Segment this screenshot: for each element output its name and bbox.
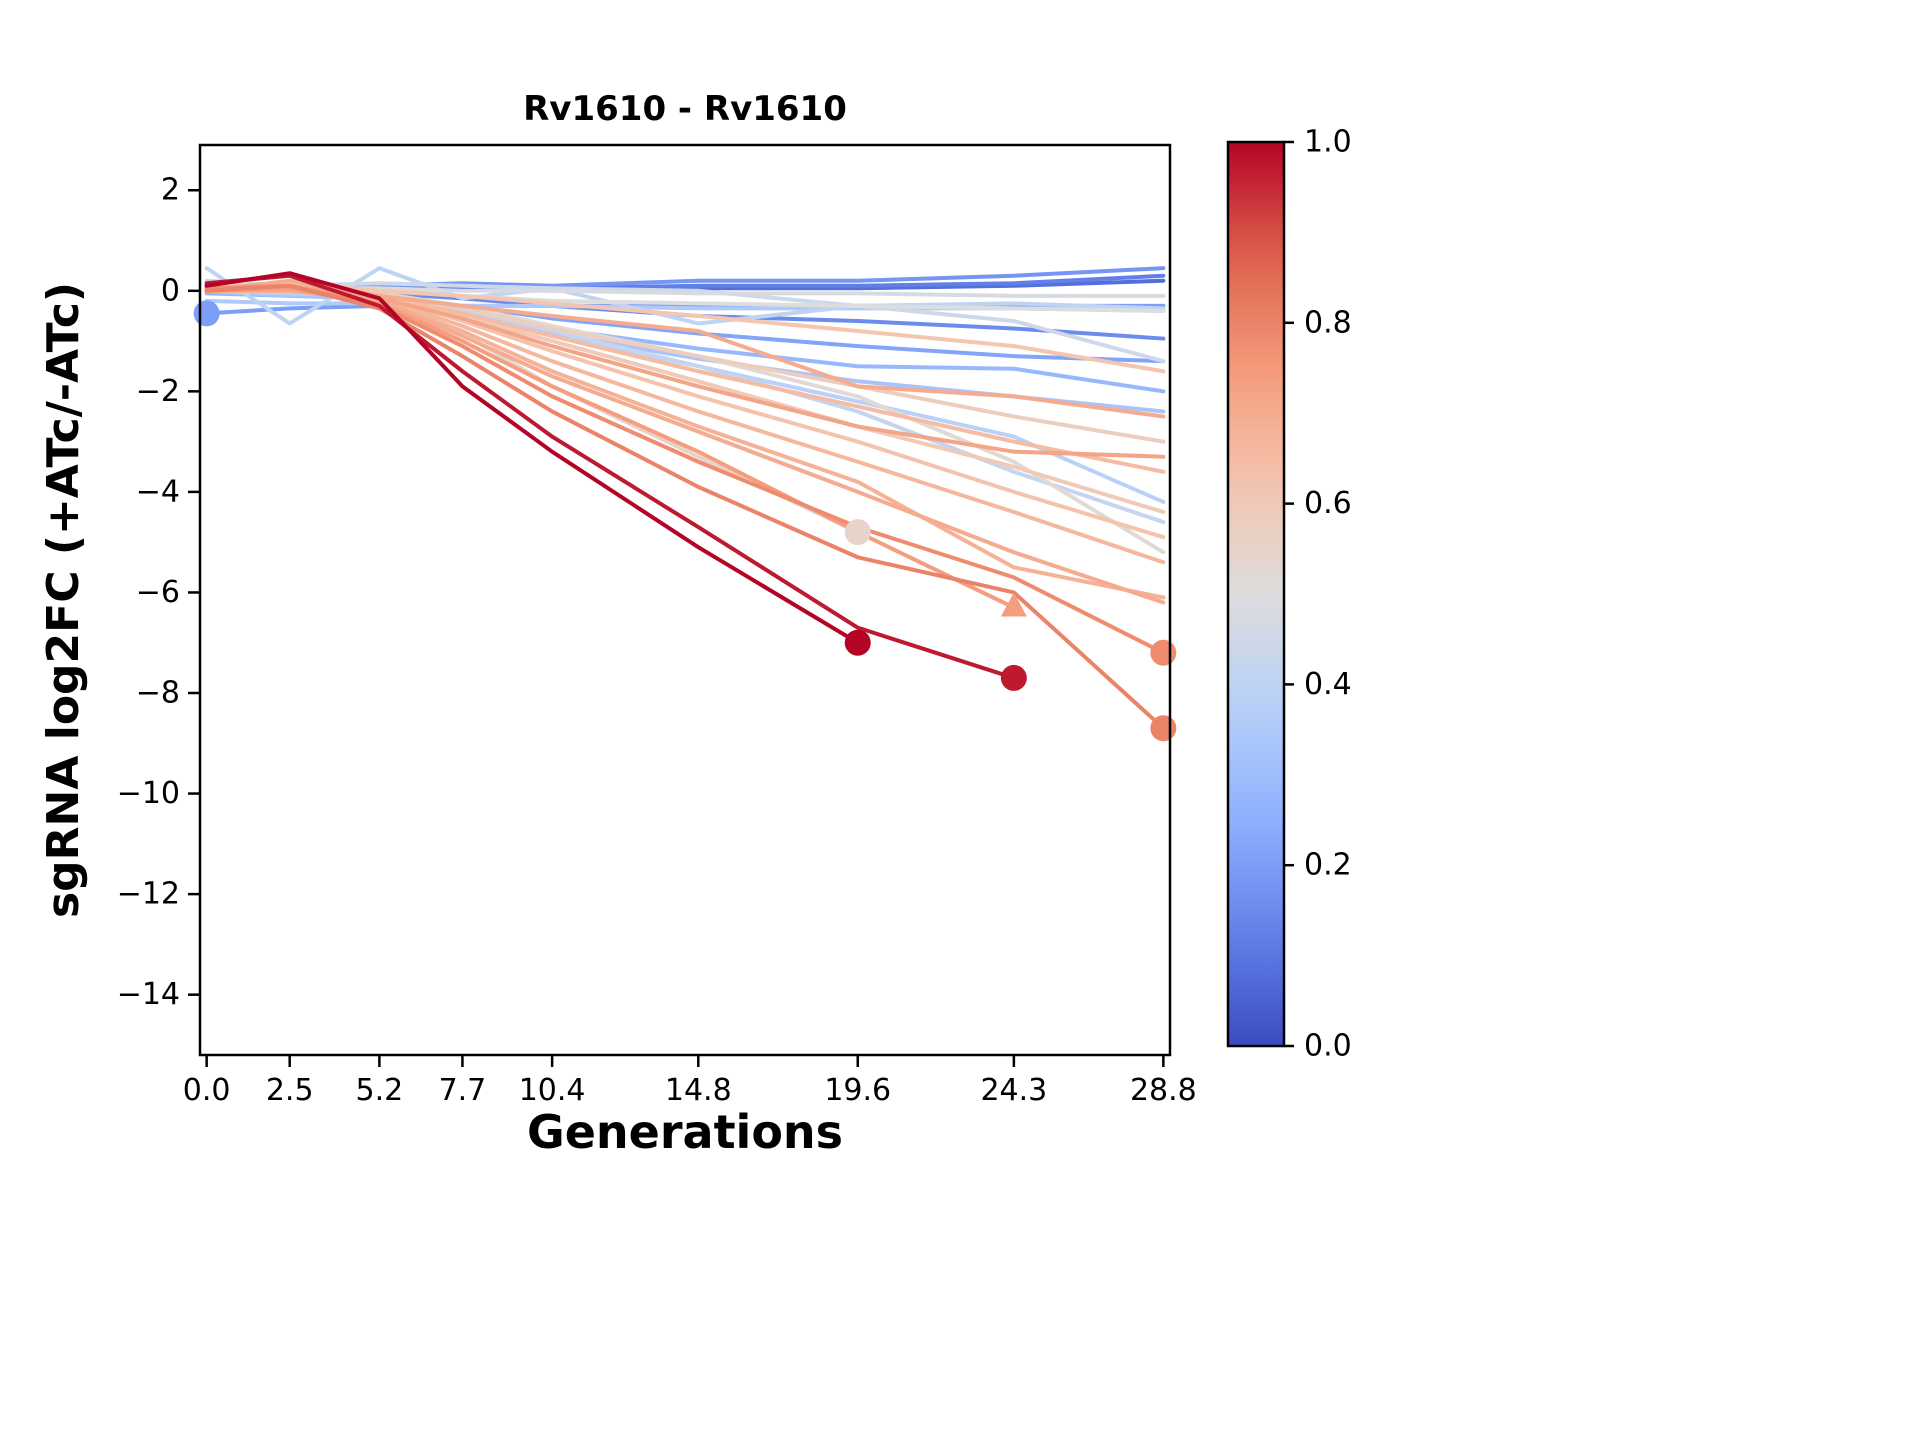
series-line bbox=[204, 273, 1016, 680]
y-tick-label: −4 bbox=[136, 474, 180, 509]
colorbar-tick-label: 0.4 bbox=[1304, 667, 1352, 702]
series-line bbox=[204, 283, 1166, 731]
y-tick-label: −12 bbox=[117, 877, 180, 912]
colorbar-tick-label: 0.0 bbox=[1304, 1029, 1352, 1064]
series-end-marker bbox=[1150, 715, 1177, 742]
colorbar-tick-label: 0.8 bbox=[1304, 305, 1352, 340]
x-tick-label: 7.7 bbox=[439, 1073, 487, 1108]
y-tick-label: −10 bbox=[117, 776, 180, 811]
x-tick-label: 2.5 bbox=[266, 1073, 314, 1108]
y-axis-ticks: 2 0 −2 −4 −6 −8 −10 −12 −14 bbox=[117, 173, 200, 1012]
series-end-marker bbox=[1150, 639, 1177, 666]
x-tick-label: 19.6 bbox=[824, 1073, 891, 1108]
y-tick-label: 2 bbox=[161, 173, 180, 208]
series-line bbox=[204, 271, 860, 645]
series-end-marker bbox=[1000, 664, 1027, 691]
y-tick-label: 0 bbox=[161, 273, 180, 308]
series-end-marker bbox=[844, 629, 871, 656]
chart-title: Rv1610 - Rv1610 bbox=[523, 89, 847, 129]
series-start-marker bbox=[193, 300, 220, 327]
plot-frame bbox=[198, 143, 1172, 1057]
x-tick-label: 0.0 bbox=[183, 1073, 231, 1108]
colorbar-tick-label: 0.2 bbox=[1304, 848, 1352, 883]
x-axis-ticks: 0.0 2.5 5.2 7.7 10.4 14.8 19.6 24.3 28.8 bbox=[183, 1055, 1197, 1108]
x-tick-label: 14.8 bbox=[665, 1073, 732, 1108]
y-axis-label: sgRNA log2FC (+ATc/-ATc) bbox=[38, 282, 89, 918]
colorbar-gradient bbox=[1226, 140, 1286, 1048]
series-lines-layer bbox=[204, 266, 1166, 731]
colorbar: 1.0 0.8 0.6 0.4 0.2 0.0 bbox=[1226, 125, 1352, 1064]
series-end-marker bbox=[1000, 592, 1027, 617]
colorbar-ticks: 1.0 0.8 0.6 0.4 0.2 0.0 bbox=[1284, 125, 1352, 1064]
y-tick-label: −14 bbox=[117, 977, 180, 1012]
x-axis-label: Generations bbox=[527, 1105, 843, 1159]
x-tick-label: 28.8 bbox=[1130, 1073, 1197, 1108]
x-tick-label: 5.2 bbox=[356, 1073, 404, 1108]
y-tick-label: −2 bbox=[136, 374, 180, 409]
y-tick-label: −8 bbox=[136, 676, 180, 711]
colorbar-tick-label: 1.0 bbox=[1304, 125, 1352, 160]
series-line bbox=[204, 283, 1166, 459]
series-end-marker bbox=[844, 519, 871, 546]
x-tick-label: 10.4 bbox=[519, 1073, 586, 1108]
colorbar-tick-label: 0.6 bbox=[1304, 486, 1352, 521]
y-tick-label: −6 bbox=[136, 575, 180, 610]
x-tick-label: 24.3 bbox=[980, 1073, 1047, 1108]
